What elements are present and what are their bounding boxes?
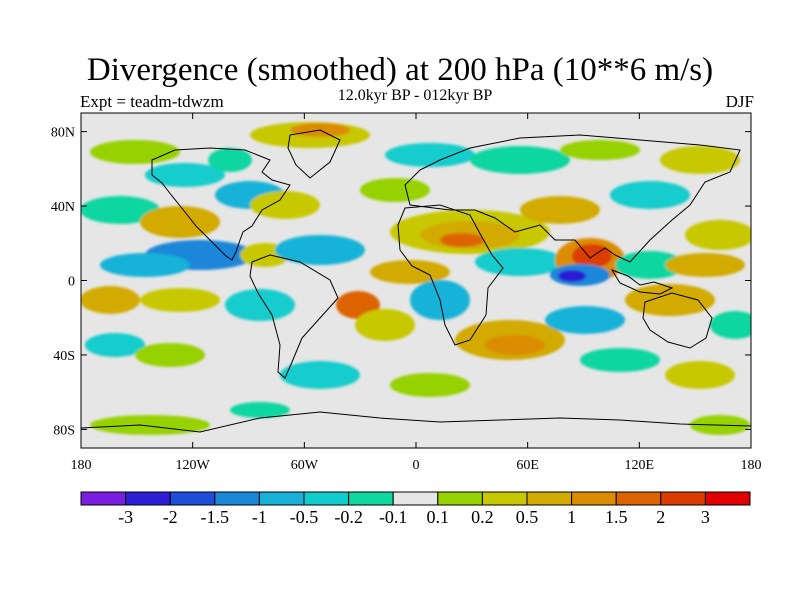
- contour-blob: [440, 233, 484, 247]
- coastline-antarctica: [81, 411, 751, 433]
- colorbar-swatch: [437, 491, 483, 506]
- colorbar-swatch: [481, 491, 528, 506]
- contour-blob: [250, 191, 320, 219]
- contour-blob: [280, 361, 360, 389]
- colorbar-label: 0.5: [516, 507, 539, 527]
- colorbar-swatch: [392, 491, 439, 506]
- colorbar-swatch: [214, 491, 260, 506]
- colorbar-label: -3: [118, 507, 133, 527]
- contour-blob: [145, 163, 225, 187]
- colorbar-label: 3: [701, 507, 710, 527]
- colorbar-label: 1: [567, 507, 576, 527]
- lon-tick-label: 120W: [176, 458, 211, 473]
- contour-blob: [208, 148, 252, 172]
- lon-tick-label: 180: [741, 458, 762, 473]
- contour-blob: [685, 220, 751, 250]
- contour-blob: [545, 306, 625, 334]
- plot-subtitle: 12.0kyr BP - 012kyr BP: [337, 87, 493, 104]
- colorbar-label: 2: [656, 507, 665, 527]
- contour-blob: [665, 253, 745, 277]
- colorbar-label: -2: [163, 507, 178, 527]
- coastline-australia: [642, 292, 713, 349]
- colorbar-swatch: [704, 491, 751, 506]
- contour-blob: [135, 343, 205, 367]
- contour-blob: [90, 140, 180, 164]
- contour-blob: [390, 373, 470, 397]
- coastline-eurasia: [404, 134, 741, 263]
- longitude-axis: 180 120W 60W 0 60E 120E 180: [71, 113, 762, 473]
- colorbar-swatch: [571, 491, 617, 506]
- contour-blob: [355, 309, 415, 341]
- contour-fields: [81, 122, 751, 435]
- colorbar-label: 0.1: [427, 507, 450, 527]
- experiment-label: Expt = teadm-tdwzm: [80, 92, 224, 111]
- contour-blob: [230, 402, 290, 418]
- lon-tick-label: 60W: [291, 458, 319, 473]
- lon-tick-label: 180: [71, 458, 92, 473]
- colorbar-label: -1: [252, 507, 267, 527]
- contour-blob: [625, 284, 715, 316]
- contour-blob: [485, 335, 545, 355]
- contour-blob: [558, 270, 586, 282]
- colorbar-label: 0.2: [471, 507, 494, 527]
- contour-blob: [360, 178, 430, 202]
- colorbar-swatch: [169, 491, 216, 506]
- coastline-south-america: [249, 254, 339, 379]
- contour-blob: [665, 361, 735, 389]
- contour-blob: [370, 260, 450, 284]
- coastline-north-america: [151, 147, 291, 261]
- plot-title: Divergence (smoothed) at 200 hPa (10**6 …: [86, 52, 714, 88]
- colorbar-swatch: [348, 491, 394, 506]
- contour-blob: [275, 235, 365, 265]
- coastline-greenland: [287, 129, 341, 179]
- contour-blob: [81, 196, 160, 224]
- colorbar-label: -0.2: [334, 507, 363, 527]
- coastlines: [81, 129, 751, 433]
- colorbar-swatch: [303, 491, 350, 506]
- lat-tick-label: 40S: [53, 349, 75, 364]
- lat-tick-label: 40N: [51, 200, 75, 215]
- colorbar-swatch: [80, 491, 127, 506]
- contour-blob: [385, 143, 475, 167]
- contour-blob: [81, 286, 140, 314]
- contour-blob: [85, 333, 145, 357]
- colorbar-swatch: [125, 491, 171, 506]
- coastline-africa: [397, 204, 504, 346]
- contour-blob: [140, 288, 220, 312]
- contour-blob: [615, 251, 685, 279]
- contour-blob: [140, 206, 220, 238]
- contour-blob: [475, 248, 565, 276]
- colorbar-label: -1.5: [201, 507, 230, 527]
- lon-tick-label: 120E: [625, 458, 655, 473]
- colorbar: -3 -2 -1.5 -1 -0.5 -0.2 -0.1 0.1 0.2 0.5 1 1.5 2 3: [80, 491, 751, 527]
- contour-blob: [470, 146, 570, 174]
- season-label: DJF: [725, 92, 754, 111]
- contour-blob: [580, 348, 660, 372]
- colorbar-label: 1.5: [605, 507, 628, 527]
- contour-blob: [90, 415, 210, 435]
- lat-tick-label: 80N: [51, 126, 75, 141]
- contour-blob: [225, 289, 295, 321]
- contour-blob: [710, 311, 751, 339]
- contour-blob: [520, 196, 600, 224]
- colorbar-swatch: [526, 491, 573, 506]
- colorbar-label: -0.5: [290, 507, 319, 527]
- coastline-maritime-continent: [610, 269, 674, 295]
- lon-tick-label: 0: [413, 458, 420, 473]
- latitude-axis: 80N 40N 0 40S 80S: [51, 126, 751, 438]
- lat-tick-label: 0: [68, 275, 75, 290]
- lon-tick-label: 60E: [516, 458, 539, 473]
- colorbar-swatch: [258, 491, 305, 506]
- lat-tick-label: 80S: [53, 423, 75, 438]
- colorbar-swatch: [615, 491, 662, 506]
- contour-blob: [660, 146, 740, 174]
- colorbar-swatch: [660, 491, 706, 506]
- contour-blob: [560, 140, 640, 160]
- contour-blob: [100, 253, 190, 277]
- contour-blob: [610, 181, 690, 209]
- colorbar-label: -0.1: [379, 507, 408, 527]
